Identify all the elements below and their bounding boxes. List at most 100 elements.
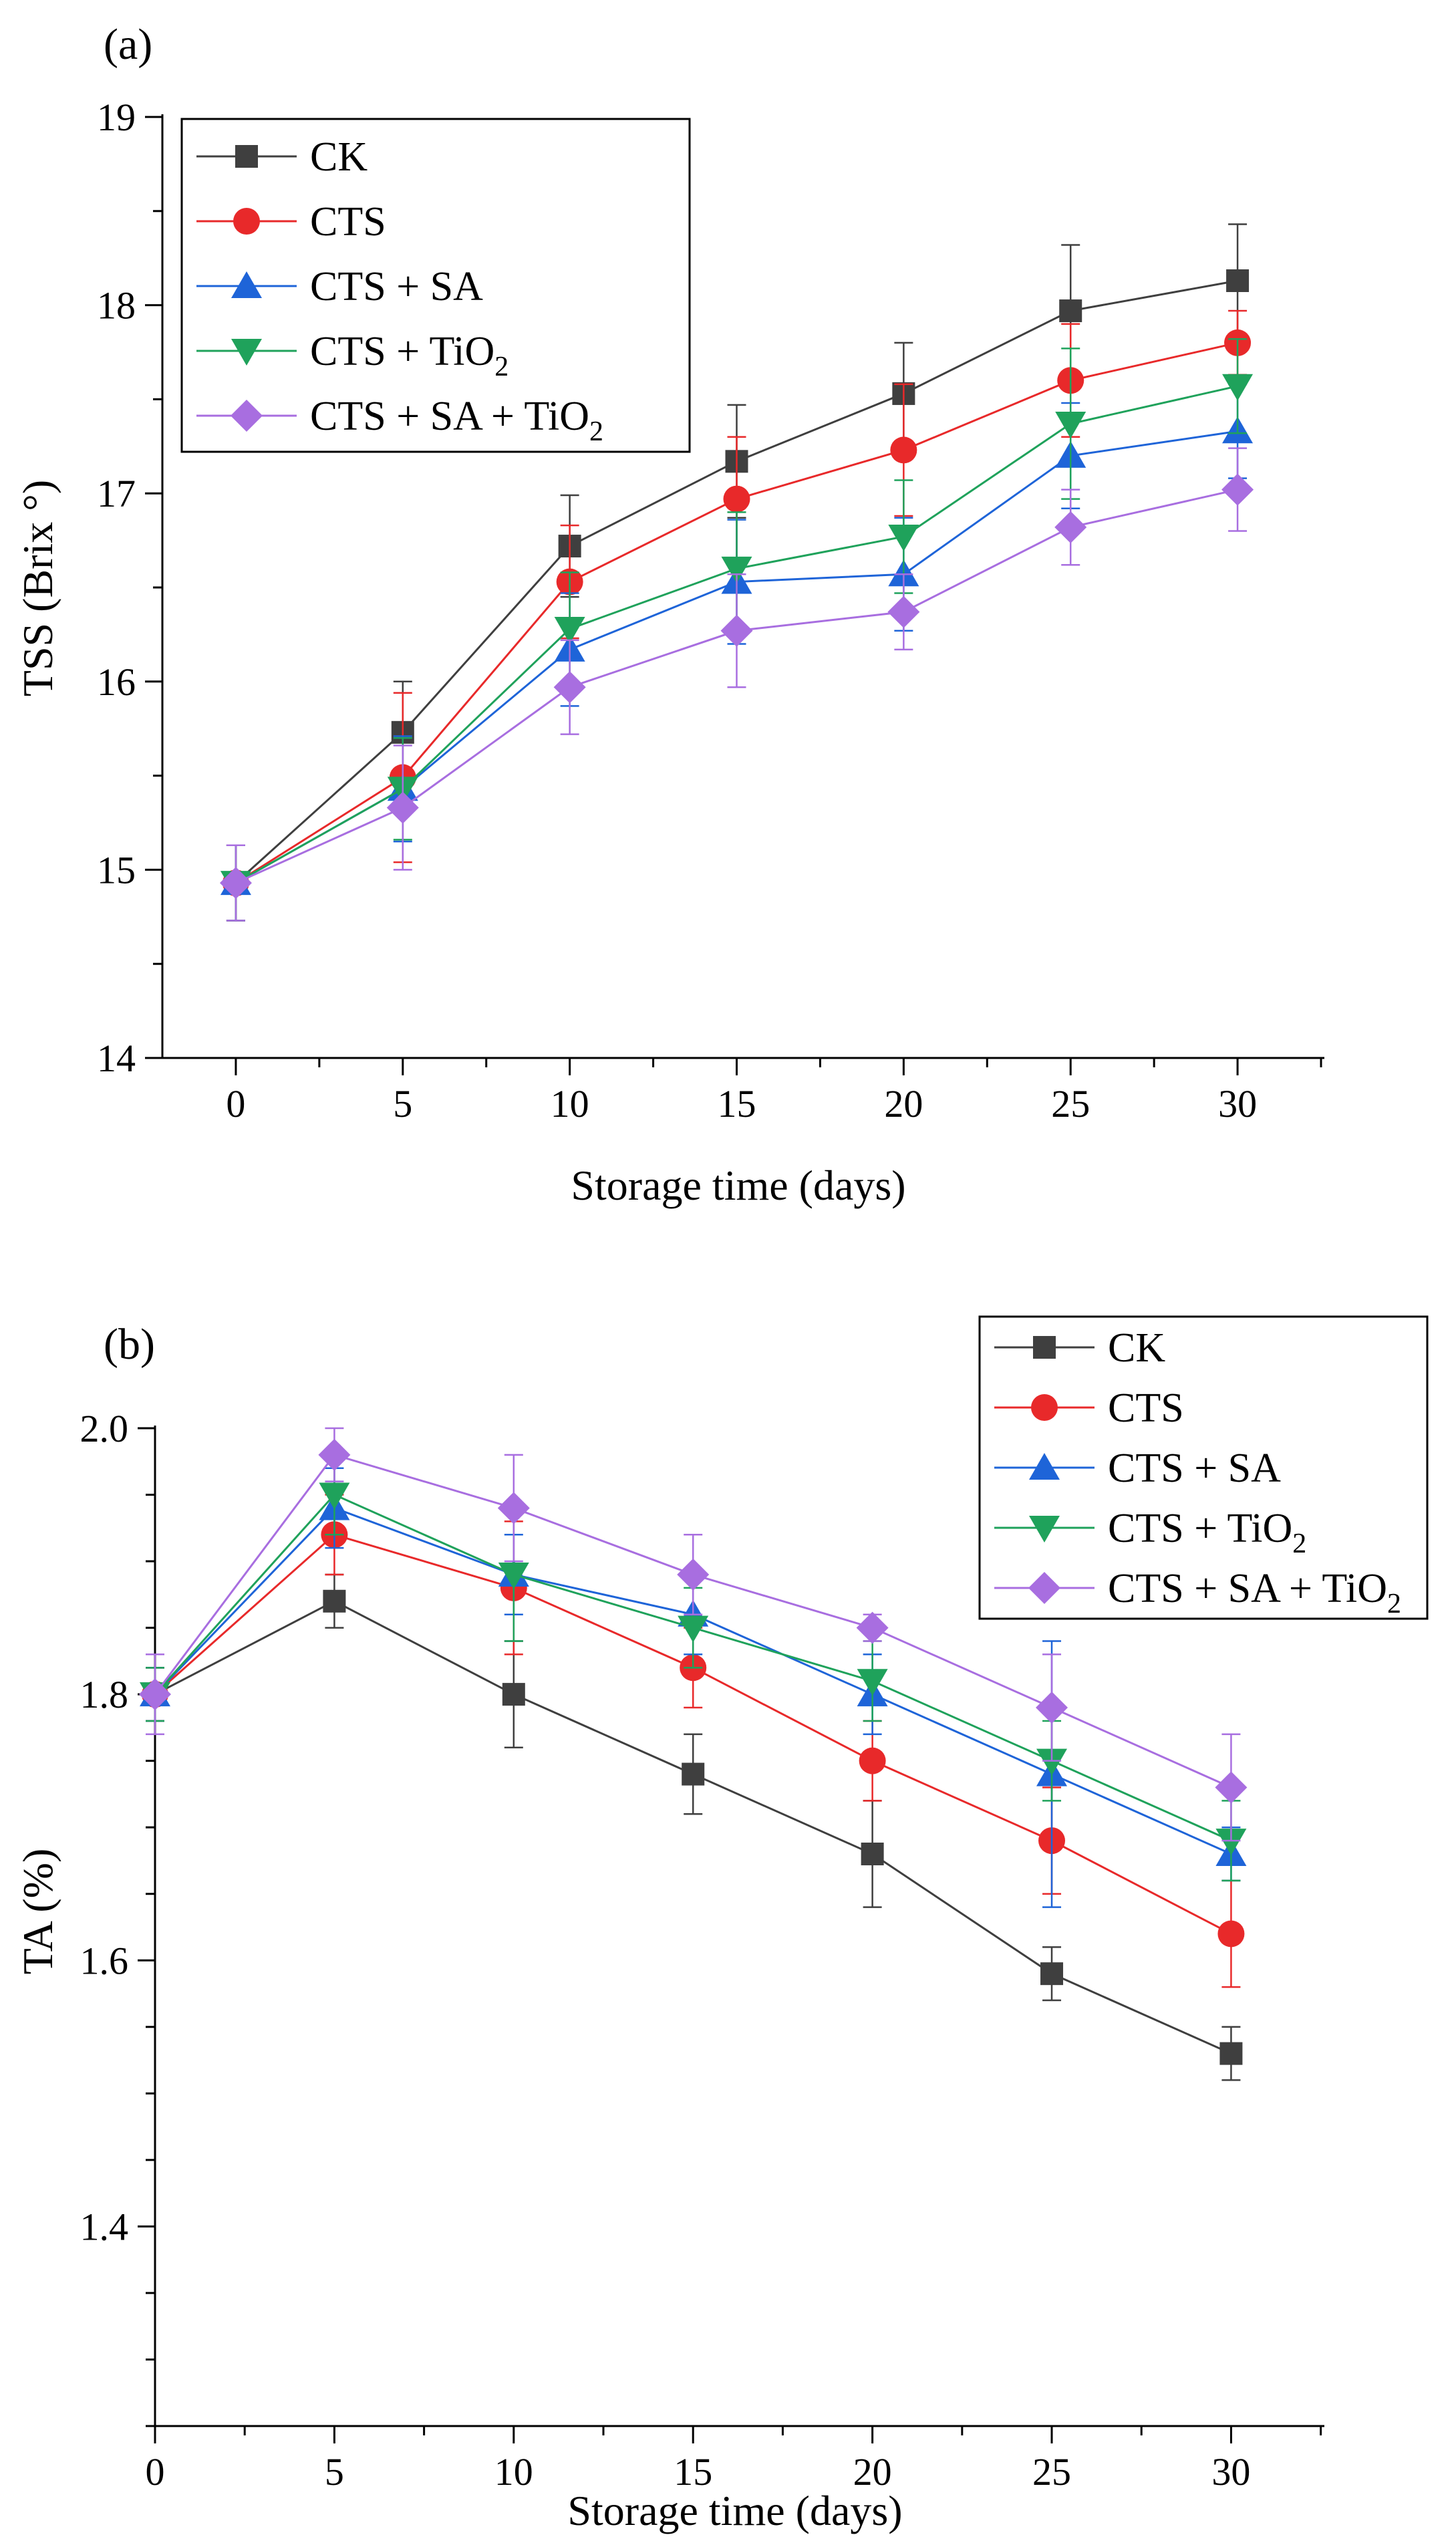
a-y-tick-label: 15	[97, 848, 136, 892]
b-legend-marker	[1031, 1394, 1058, 1421]
a-data-point	[720, 614, 753, 647]
b-data-point	[1217, 1920, 1245, 1948]
b-y-tick-label: 2.0	[80, 1407, 129, 1450]
a-legend-label: CK	[310, 134, 368, 180]
b-data-point	[139, 1678, 171, 1711]
panel-b-axes: 0 5 10 15 20 25 30 1.4 1.6 1.8 2.0	[80, 1407, 1324, 2494]
b-legend-item: CTS + SA	[994, 1446, 1281, 1491]
b-legend-marker	[1033, 1336, 1056, 1359]
a-x-tick-label: 5	[393, 1082, 412, 1125]
a-x-tick-label: 20	[884, 1082, 923, 1125]
a-x-tick-label: 0	[226, 1082, 245, 1125]
b-data-point	[502, 1683, 525, 1706]
a-legend-item: CTS + TiO2	[196, 329, 508, 382]
a-data-point	[553, 671, 586, 704]
b-data-point	[677, 1558, 710, 1591]
b-legend-marker	[1029, 1516, 1060, 1543]
a-data-point	[721, 556, 752, 583]
a-legend-label: CTS	[310, 199, 386, 245]
panel-b-label: (b)	[104, 1320, 155, 1369]
b-data-point	[859, 1747, 886, 1774]
b-x-tick-label: 10	[494, 2450, 533, 2494]
b-data-point	[319, 1482, 350, 1510]
b-series-ck	[144, 1573, 1243, 2081]
b-x-tick-label: 30	[1211, 2450, 1250, 2494]
b-data-point	[318, 1438, 351, 1471]
a-data-point	[1221, 473, 1254, 506]
b-legend-item: CK	[994, 1325, 1165, 1371]
a-legend-item: CTS + SA	[196, 264, 483, 309]
panel-b-x-axis-title: Storage time (days)	[567, 2487, 902, 2534]
a-legend-marker	[231, 339, 262, 366]
b-legend-item: CTS	[994, 1385, 1184, 1431]
a-y-tick-label: 16	[97, 660, 136, 704]
a-y-tick-label: 19	[97, 96, 136, 139]
b-data-point	[678, 1615, 709, 1643]
a-data-point	[723, 485, 750, 513]
a-data-point	[386, 791, 419, 824]
a-data-point	[1055, 412, 1086, 439]
b-data-point	[861, 1843, 884, 1866]
panel-a-legend: CK CTS CTS + SA CTS + TiO2 CTS + SA + TiO2	[180, 118, 691, 453]
panel-a-axes: 0 5 10 15 20 25 30 14 15 16 17 18 19	[97, 96, 1324, 1125]
b-y-tick-label: 1.4	[80, 2205, 129, 2248]
b-data-point	[857, 1669, 888, 1696]
a-data-point	[1059, 299, 1082, 323]
a-legend-label: CTS + SA + TiO2	[310, 394, 603, 447]
b-data-point	[1036, 1748, 1068, 1776]
panel-b: (b) TA (%) Storage time (days) 0 5 10 15 20 2…	[14, 1315, 1429, 2534]
panel-b-legend: CK CTS CTS + SA CTS + TiO2 CTS + SA + TiO2	[978, 1315, 1429, 1620]
b-data-point	[1040, 1962, 1064, 1986]
b-legend-marker	[1029, 1453, 1060, 1480]
panel-a-label: (a)	[104, 20, 152, 69]
b-legend-item: CTS + TiO2	[994, 1506, 1306, 1559]
a-legend-marker	[231, 400, 263, 432]
b-legend-marker	[1028, 1572, 1060, 1604]
a-data-point	[1054, 511, 1087, 543]
b-legend-label: CTS + SA + TiO2	[1108, 1566, 1401, 1619]
a-data-point	[888, 524, 919, 551]
panel-a-x-axis-title: Storage time (days)	[571, 1162, 905, 1209]
panel-b-y-axis-title: TA (%)	[14, 1849, 61, 1975]
b-data-point	[856, 1611, 889, 1644]
a-legend-marker	[233, 208, 260, 235]
b-x-tick-label: 20	[853, 2450, 892, 2494]
b-legend-label: CK	[1108, 1325, 1165, 1371]
a-y-tick-label: 14	[97, 1037, 136, 1080]
b-x-tick-label: 5	[325, 2450, 344, 2494]
a-data-point	[554, 616, 585, 644]
a-legend-label: CTS + SA	[310, 264, 483, 309]
b-data-point	[497, 1492, 530, 1524]
panel-a-series	[219, 223, 1254, 922]
a-data-point	[890, 436, 917, 464]
a-legend-item: CK	[196, 134, 368, 180]
a-y-tick-label: 18	[97, 284, 136, 327]
a-legend-label: CTS + TiO2	[310, 329, 508, 382]
a-legend-marker	[231, 271, 262, 298]
b-data-point	[1215, 1829, 1247, 1856]
b-legend-item: CTS + SA + TiO2	[994, 1566, 1401, 1619]
a-data-point	[1222, 374, 1254, 401]
b-data-point	[682, 1762, 705, 1786]
a-legend-item: CTS + SA + TiO2	[196, 394, 603, 447]
a-x-tick-label: 10	[551, 1082, 589, 1125]
a-data-point	[219, 867, 252, 900]
a-y-tick-label: 17	[97, 472, 136, 515]
b-x-tick-label: 0	[146, 2450, 165, 2494]
b-data-point	[1036, 1692, 1068, 1724]
b-legend-label: CTS + TiO2	[1108, 1506, 1306, 1559]
b-x-tick-label: 25	[1032, 2450, 1071, 2494]
a-x-tick-label: 30	[1218, 1082, 1257, 1125]
b-data-point	[498, 1562, 529, 1589]
a-data-point	[887, 595, 920, 628]
b-x-tick-label: 15	[674, 2450, 712, 2494]
b-data-point	[323, 1589, 346, 1613]
b-y-tick-label: 1.6	[80, 1939, 129, 1982]
a-series-cts_sa_tio2	[219, 447, 1254, 922]
b-legend-label: CTS	[1108, 1385, 1184, 1431]
panel-b-series	[139, 1427, 1248, 2081]
a-x-tick-label: 15	[718, 1082, 756, 1125]
b-data-point	[1219, 2042, 1243, 2065]
panel-a: (a) TSS (Brix °) Storage time (days) 0 5 1…	[14, 20, 1324, 1209]
